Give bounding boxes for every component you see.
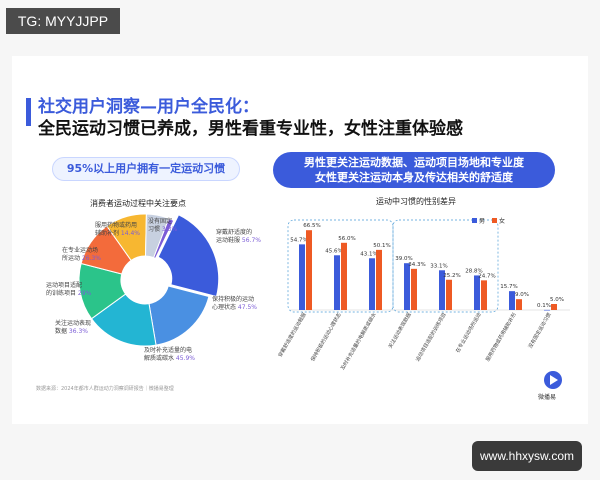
x-tick-label: 关注运动表现数据 bbox=[387, 312, 413, 350]
bar-value-label: 45.6% bbox=[325, 248, 342, 254]
bar-value-label: 9.0% bbox=[515, 292, 529, 298]
bar-female bbox=[411, 268, 417, 310]
site-watermark: www.hhxysw.com bbox=[472, 441, 582, 471]
bar-value-label: 0.1% bbox=[537, 303, 551, 309]
x-tick-label: 保持积极的运动心理状态 bbox=[309, 312, 343, 363]
x-tick-label: 及时补充适量的电解质或碳水 bbox=[339, 312, 378, 372]
title-accent-bar bbox=[26, 98, 31, 126]
bar-value-label: 54.7% bbox=[290, 237, 307, 243]
pie-chart-title: 消费者运动过程中关注要点 bbox=[90, 199, 186, 208]
donut-slice bbox=[148, 285, 210, 346]
legend-label: 女 bbox=[499, 217, 505, 225]
x-tick-label: 穿戴舒适度的运动鞋服 bbox=[277, 312, 308, 359]
bar-male bbox=[544, 309, 550, 311]
bar-female bbox=[376, 249, 382, 310]
x-tick-label: 运动项目适配的训练项目 bbox=[414, 312, 448, 363]
left-summary-pill: 95%以上用户拥有一定运动习惯 bbox=[52, 157, 240, 181]
bar-legend: 男女 bbox=[472, 217, 505, 225]
bar-value-label: 33.1% bbox=[430, 263, 447, 269]
donut-slice-label: 穿戴舒适度的 运动鞋服 56.7% bbox=[216, 229, 261, 244]
bar-female bbox=[306, 230, 312, 310]
donut-slice-value: 3.3% bbox=[160, 226, 178, 233]
bar-value-label: 43.1% bbox=[360, 251, 377, 257]
donut-slice-value: 14.4% bbox=[119, 230, 140, 237]
highlight-box bbox=[392, 219, 499, 313]
bar-value-label: 56.0% bbox=[338, 236, 355, 242]
bar-female bbox=[446, 279, 452, 310]
bar-male bbox=[509, 291, 515, 310]
bar-value-label: 34.3% bbox=[408, 262, 425, 268]
donut-slice-value: 36.3% bbox=[67, 328, 88, 335]
title-line-1: 社交用户洞察—用户全民化： bbox=[38, 97, 259, 117]
bar-female bbox=[481, 280, 487, 310]
title-line-2: 全民运动习惯已养成，男性看重专业性，女性注重体验感 bbox=[38, 119, 463, 139]
donut-slice-label: 运动项目适配 的训练项目 29% bbox=[46, 282, 92, 297]
bar-value-label: 66.5% bbox=[303, 223, 320, 229]
donut-slice-label: 没有固定 习惯 3.3% bbox=[148, 218, 178, 233]
donut-slice-value: 29% bbox=[76, 290, 92, 297]
bar-male bbox=[369, 258, 375, 310]
donut-slice bbox=[157, 214, 220, 298]
legend-swatch bbox=[492, 218, 497, 223]
bar-value-label: 28.8% bbox=[465, 268, 482, 274]
donut-slice-value: 45.9% bbox=[174, 355, 195, 362]
x-tick-label: 在专业运动场所运动 bbox=[454, 312, 483, 354]
brand-logo-icon bbox=[543, 370, 563, 394]
bar-female bbox=[516, 299, 522, 310]
donut-slice-label: 在专业运动场 所运动 26.3% bbox=[62, 247, 101, 262]
x-tick-label: 服用药物或药用辅助补剂 bbox=[484, 312, 518, 363]
bar-female bbox=[551, 304, 557, 310]
right-pill-line-1: 男性更关注运动数据、运动项目场地和专业度 bbox=[304, 156, 524, 169]
legend-swatch bbox=[472, 218, 477, 223]
brand-logo-text: 微播易 bbox=[538, 394, 557, 401]
bar-value-label: 50.1% bbox=[373, 243, 390, 249]
donut-slice-label: 及时补充适量的电 解质或碳水 45.9% bbox=[144, 347, 195, 362]
bar-chart: 54.7% 66.5% 穿戴舒适度的运动鞋服 45.6% 56.0% 保持积极的运动心理状… bbox=[277, 217, 570, 372]
legend-label: 男 bbox=[479, 218, 485, 225]
bar-value-label: 5.0% bbox=[550, 297, 564, 303]
x-tick-label: 没有固定运动习惯 bbox=[527, 312, 553, 350]
bar-chart-title: 运动中习惯的性别差异 bbox=[376, 197, 456, 206]
tag-badge: TG: MYYJJPP bbox=[6, 8, 120, 34]
bar-male bbox=[439, 270, 445, 310]
donut-slice-label: 关注运动表现 数据 36.3% bbox=[55, 320, 92, 335]
donut-slice-value: 26.3% bbox=[80, 255, 101, 262]
source-note: 数据来源：2024年都市人群运动力洞察调研报告｜微播易整理 bbox=[36, 386, 174, 392]
right-summary-pill: 男性更关注运动数据、运动项目场地和专业度 女性更关注运动本身及传达相关的舒适度 bbox=[273, 152, 555, 188]
bar-male bbox=[474, 275, 480, 310]
bar-value-label: 39.0% bbox=[395, 256, 412, 262]
highlight-box bbox=[287, 219, 394, 313]
bar-female bbox=[341, 242, 347, 310]
donut-slice bbox=[153, 217, 175, 260]
bar-value-label: 15.7% bbox=[500, 284, 517, 290]
bar-value-label: 24.7% bbox=[478, 273, 495, 279]
donut-slice-value: 47.5% bbox=[236, 304, 257, 311]
donut-chart bbox=[78, 213, 220, 347]
bar-male bbox=[299, 244, 305, 310]
right-pill-line-2: 女性更关注运动本身及传达相关的舒适度 bbox=[315, 171, 513, 184]
bar-value-label: 25.2% bbox=[443, 273, 460, 279]
donut-slice-value: 56.7% bbox=[240, 237, 261, 244]
bar-male bbox=[334, 255, 340, 310]
bar-male bbox=[404, 263, 410, 310]
donut-slice-label: 保持积极的运动 心理状态 47.5% bbox=[212, 296, 257, 311]
donut-slice-label: 服用药物或药用 辅助补剂 14.4% bbox=[95, 222, 140, 237]
